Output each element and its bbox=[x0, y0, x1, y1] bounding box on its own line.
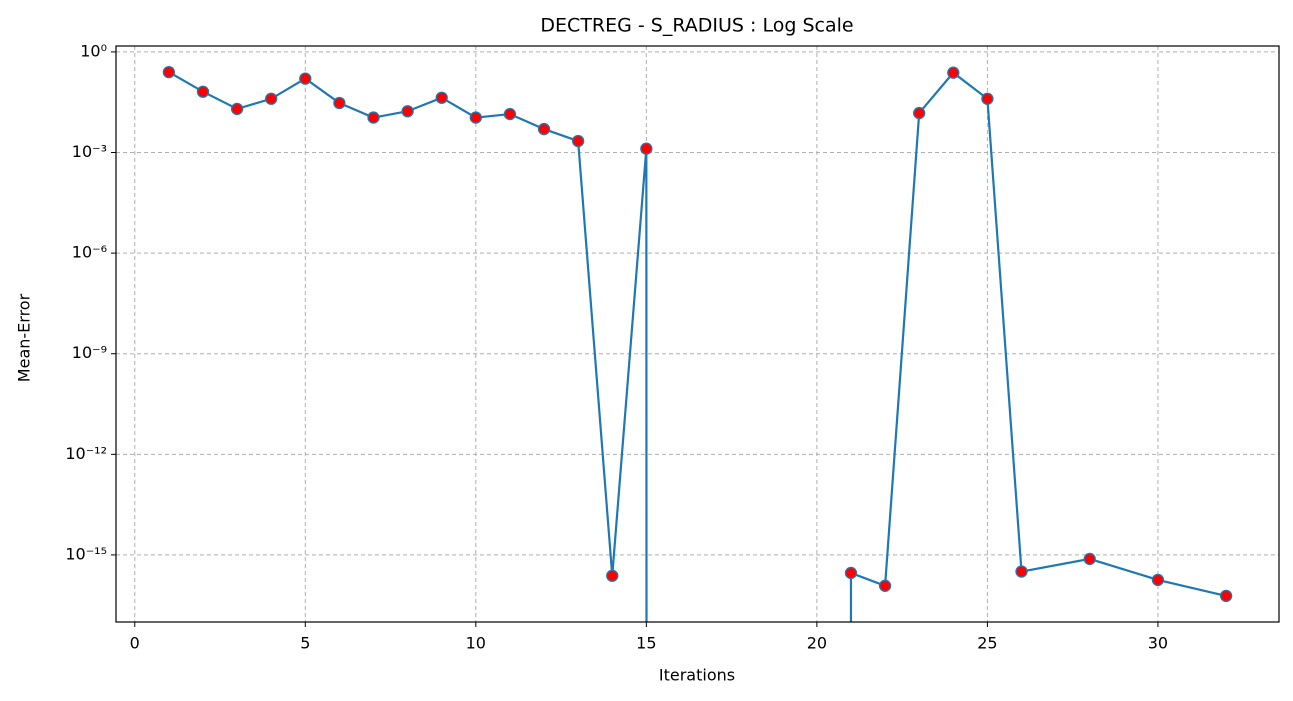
data-point bbox=[1015, 565, 1028, 578]
x-tick-label: 10 bbox=[466, 634, 486, 653]
y-tick-label: 10⁻¹² bbox=[65, 444, 107, 463]
plot-area bbox=[162, 65, 1233, 622]
x-tick-label: 15 bbox=[636, 634, 656, 653]
data-point bbox=[844, 566, 858, 580]
data-point bbox=[947, 66, 960, 79]
data-point bbox=[640, 142, 653, 155]
data-point bbox=[1151, 573, 1165, 587]
data-point bbox=[1083, 552, 1096, 566]
plot-frame bbox=[115, 45, 1280, 623]
data-point bbox=[265, 92, 278, 105]
data-point bbox=[878, 579, 892, 592]
y-tick-label: 10⁰ bbox=[80, 41, 107, 60]
data-point bbox=[571, 134, 585, 148]
data-point bbox=[196, 85, 210, 98]
x-tick-label: 25 bbox=[977, 634, 997, 653]
data-point bbox=[401, 105, 414, 118]
x-tick-label: 0 bbox=[130, 634, 140, 653]
data-point bbox=[230, 102, 244, 116]
data-point bbox=[606, 569, 619, 582]
chart-title: DECTREG - S_RADIUS : Log Scale bbox=[540, 15, 853, 37]
data-point bbox=[469, 111, 482, 124]
data-point bbox=[367, 111, 380, 124]
y-tick-label: 10⁻⁹ bbox=[72, 343, 107, 362]
data-point bbox=[913, 106, 926, 120]
y-tick-label: 10⁻³ bbox=[72, 142, 107, 161]
data-point bbox=[1219, 589, 1233, 603]
data-point bbox=[537, 122, 551, 136]
y-tick-label: 10⁻¹⁵ bbox=[65, 544, 107, 563]
data-point bbox=[435, 91, 448, 104]
x-tick-label: 5 bbox=[300, 634, 310, 653]
data-point bbox=[299, 72, 312, 85]
x-axis-label: Iterations bbox=[659, 666, 735, 685]
data-point bbox=[333, 96, 346, 110]
x-tick-label: 20 bbox=[807, 634, 827, 653]
y-axis-label: Mean-Error bbox=[15, 293, 34, 382]
y-tick-label: 10⁻⁶ bbox=[72, 243, 107, 262]
data-point bbox=[162, 65, 176, 79]
data-point bbox=[503, 107, 517, 121]
data-point bbox=[981, 92, 994, 105]
data-line bbox=[168, 71, 1227, 622]
x-tick-label: 30 bbox=[1148, 634, 1168, 653]
